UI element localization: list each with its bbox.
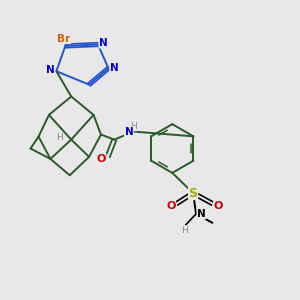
Text: Br: Br [57, 34, 70, 44]
Text: O: O [166, 202, 176, 212]
Text: N: N [110, 63, 119, 73]
Text: H: H [130, 122, 137, 131]
Text: N: N [197, 209, 206, 219]
Text: O: O [214, 202, 223, 212]
Text: S: S [189, 187, 198, 200]
Text: O: O [97, 154, 106, 164]
Text: H: H [56, 133, 63, 142]
Text: N: N [46, 65, 55, 75]
Text: N: N [99, 38, 108, 48]
Text: N: N [124, 127, 133, 136]
Text: H: H [181, 226, 188, 235]
